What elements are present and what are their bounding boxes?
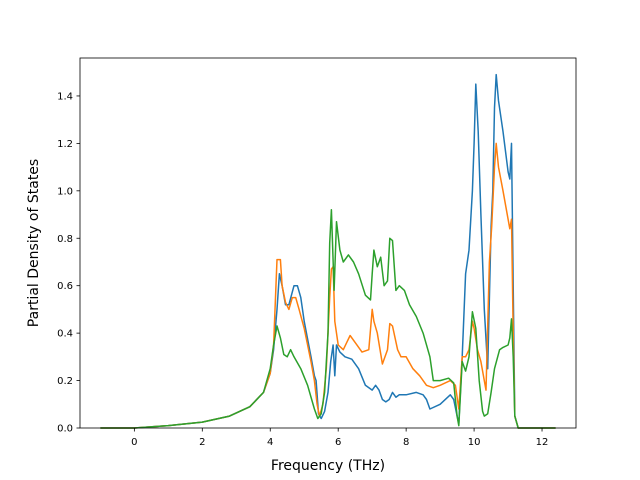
- y-axis-label: Partial Density of States: [26, 159, 42, 327]
- plot-frame: [79, 57, 577, 429]
- x-tick-label: 10: [468, 437, 481, 448]
- y-axis-ticks: 0.0 0.2 0.4 0.6 0.8 1.0 1.2 1.4: [57, 91, 80, 435]
- series-line-3: [100, 209, 556, 429]
- y-tick-label: 0.6: [57, 281, 73, 292]
- x-tick-label: 4: [267, 437, 273, 448]
- y-tick-label: 0.8: [57, 234, 73, 245]
- y-tick-label: 0.2: [57, 376, 73, 387]
- x-tick-label: 6: [335, 437, 341, 448]
- x-tick-label: 12: [536, 437, 549, 448]
- x-axis-label: Frequency (THz): [271, 458, 385, 474]
- y-tick-label: 0.0: [57, 424, 73, 435]
- y-tick-label: 0.4: [57, 329, 73, 340]
- series-layer: [100, 73, 556, 429]
- x-axis-ticks: 0 2 4 6 8 10 12: [131, 428, 548, 448]
- y-tick-label: 1.4: [57, 91, 73, 102]
- x-tick-label: 2: [199, 437, 205, 448]
- y-tick-label: 1.2: [57, 139, 73, 150]
- series-line-2: [100, 142, 556, 429]
- x-tick-label: 0: [131, 437, 137, 448]
- y-tick-label: 1.0: [57, 186, 73, 197]
- x-tick-label: 8: [403, 437, 409, 448]
